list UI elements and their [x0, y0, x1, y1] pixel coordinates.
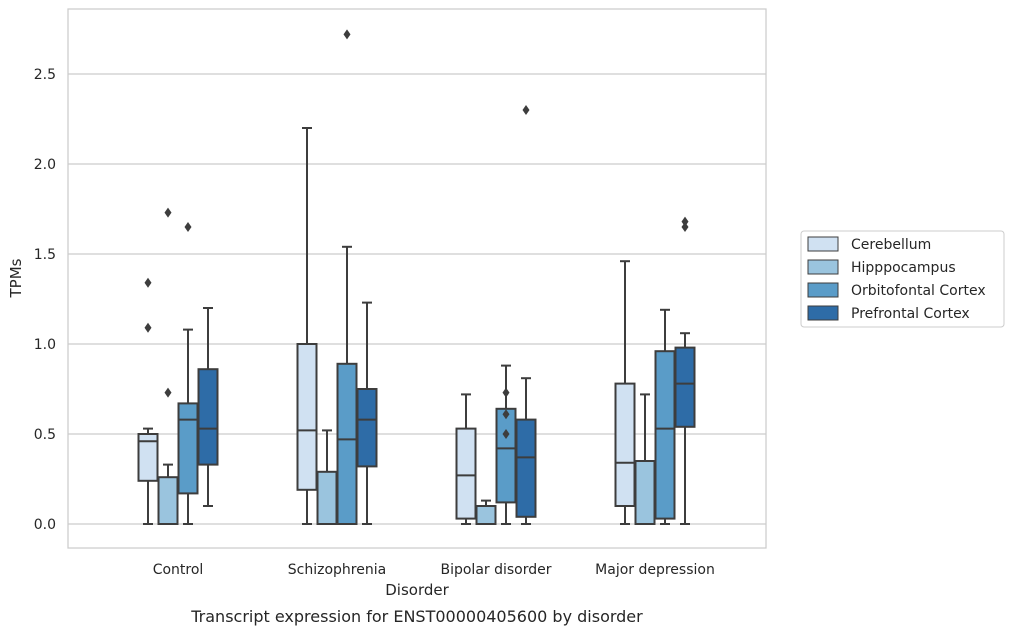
box-iqr: [336, 362, 358, 525]
box-iqr: [654, 350, 676, 520]
box-1-3: [356, 301, 378, 525]
box-3-3: [674, 216, 696, 525]
box-iqr: [177, 402, 199, 495]
box-2-1: [475, 499, 497, 525]
box-groups: [137, 29, 696, 526]
y-tick-label: 1.0: [34, 337, 56, 353]
box-0-3: [197, 307, 219, 507]
box-iqr: [515, 418, 537, 518]
y-tick-label: 0.0: [34, 517, 56, 533]
box-iqr: [475, 505, 497, 525]
box-2-0: [455, 393, 477, 525]
x-tick-label: Bipolar disorder: [440, 562, 551, 578]
legend-swatch: [807, 236, 839, 252]
box-iqr: [137, 433, 159, 482]
outlier-point: [144, 277, 152, 288]
box-1-0: [296, 127, 318, 525]
x-axis-title: Disorder: [385, 581, 449, 599]
legend-swatch: [807, 305, 839, 321]
y-tick-label: 2.5: [34, 67, 56, 83]
outlier-point: [502, 387, 510, 398]
legend-frame: [800, 230, 1005, 328]
box-0-2: [177, 222, 199, 525]
box-0-1: [157, 207, 179, 526]
outlier-point: [522, 105, 530, 115]
box-iqr: [634, 460, 656, 525]
outlier-point: [502, 409, 510, 420]
box-iqr: [157, 476, 179, 526]
box-0-0: [137, 277, 159, 525]
y-tick-label: 2.0: [34, 157, 56, 173]
y-axis-title: TPMs: [7, 258, 25, 298]
outlier-point: [343, 29, 351, 40]
box-iqr: [197, 368, 219, 466]
x-axis-ticks: Control Schizophrenia Bipolar disorder Majo…: [153, 562, 715, 578]
box-3-0: [614, 260, 636, 525]
plot-area-frame: [67, 8, 767, 549]
box-iqr: [356, 388, 378, 468]
box-iqr: [296, 343, 318, 491]
box-iqr: [455, 427, 477, 520]
outlier-point: [502, 429, 510, 439]
x-tick-label: Schizophrenia: [288, 562, 386, 578]
legend-label: Hipppocampus: [851, 260, 956, 276]
outlier-point: [164, 207, 172, 218]
outlier-point: [184, 222, 192, 232]
box-iqr: [674, 346, 696, 428]
legend-label: Orbitofontal Cortex: [851, 283, 986, 299]
box-iqr: [495, 407, 517, 504]
outlier-point: [681, 222, 689, 232]
outlier-point: [681, 216, 689, 227]
legend: Cerebellum Hipppocampus Orbitofontal Corte…: [800, 230, 1005, 328]
legend-swatch: [807, 282, 839, 298]
box-2-2: [495, 364, 517, 525]
box-iqr: [614, 382, 636, 508]
outlier-point: [164, 387, 172, 398]
chart-caption: Transcript expression for ENST0000040560…: [190, 607, 643, 626]
box-iqr: [316, 470, 338, 525]
x-tick-label: Major depression: [595, 562, 715, 578]
legend-label: Cerebellum: [851, 237, 931, 253]
box-3-2: [654, 308, 676, 525]
legend-swatch: [807, 259, 839, 275]
y-axis-ticks: 0.0 0.5 1.0 1.5 2.0 2.5: [34, 67, 56, 533]
x-tick-label: Control: [153, 562, 204, 578]
box-2-3: [515, 105, 537, 525]
y-tick-label: 0.5: [34, 427, 56, 443]
legend-label: Prefrontal Cortex: [851, 306, 970, 322]
outlier-point: [144, 322, 152, 333]
y-tick-label: 1.5: [34, 247, 56, 263]
